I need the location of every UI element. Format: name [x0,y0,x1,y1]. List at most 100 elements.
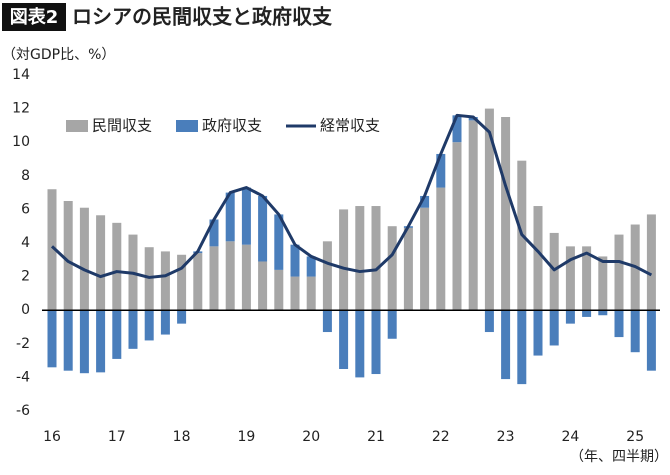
legend-swatch [176,120,198,132]
bar [177,254,187,311]
figure-label: 図表2 [10,6,59,28]
bar [63,310,73,371]
bar [646,214,656,311]
bar [96,215,106,311]
bar [47,310,57,368]
x-tick-label: 21 [367,429,385,445]
bar [371,206,381,311]
y-tick-label: 12 [12,101,30,117]
y-tick-label: 4 [21,235,30,251]
bar [258,261,268,311]
x-tick-label: 19 [237,429,255,445]
bar [484,310,494,333]
bar [614,310,624,338]
bar [144,310,154,341]
bar [533,206,543,311]
y-tick-label: 10 [12,134,30,150]
bar [565,246,575,311]
bar [501,310,511,380]
bar [565,310,575,324]
bar [403,227,413,311]
bar [225,192,235,242]
bar [614,234,624,311]
bar [306,276,316,311]
x-tick-label: 18 [173,429,191,445]
bar [387,226,397,311]
x-tick-label: 25 [626,429,644,445]
y-tick-label: 0 [21,302,30,318]
x-tick-label: 22 [432,429,450,445]
bar [290,244,300,277]
bar [322,241,332,311]
bar [177,310,187,324]
x-tick-label: 23 [497,429,515,445]
bar [128,310,138,349]
y-tick-label: -6 [16,403,30,419]
bar [452,142,462,311]
bar [160,251,170,311]
bar [225,241,235,311]
y-axis-label: （対GDP比、%） [2,47,115,63]
bar [96,310,106,373]
bar [630,310,640,353]
bar [322,310,332,333]
x-tick-label: 17 [108,429,126,445]
x-axis-label: （年、四半期） [570,449,668,465]
bar [193,253,203,311]
legend-label: 経常収支 [320,117,380,135]
bar [436,153,446,188]
bar [533,310,543,356]
line [50,113,653,279]
bar [306,256,316,277]
y-tick-label: 2 [21,269,30,285]
bar [79,207,89,311]
x-tick-label: 16 [43,429,61,445]
bar [209,246,219,311]
bar [598,310,608,316]
bar [112,310,122,359]
bar [387,310,397,339]
bar [484,108,494,311]
chart-title: ロシアの民間収支と政府収支 [72,5,333,29]
bar [290,276,300,311]
bar [549,310,559,346]
bar [274,214,284,270]
bar [258,195,268,262]
bar [209,219,219,247]
y-tick-label: 6 [21,201,30,217]
legend-label: 政府収支 [202,117,262,135]
bar [371,310,381,375]
bar [47,189,57,311]
x-tick-label: 24 [561,429,579,445]
x-tick-label: 20 [302,429,320,445]
bar [63,201,73,311]
y-tick-label: 8 [21,168,30,184]
bar [420,195,430,208]
bar [160,310,170,335]
bar [241,187,251,245]
bar [549,232,559,311]
bar [452,115,462,143]
bar [598,256,608,311]
y-tick-label: -4 [16,369,30,385]
bar [79,310,89,374]
y-tick-label: -2 [16,336,30,352]
figure-label-box [2,3,66,31]
bar [112,222,122,311]
bar [355,206,365,311]
bar [241,244,251,311]
y-tick-label: 14 [12,67,30,83]
bar [517,310,527,385]
bar [582,310,592,317]
legend-swatch [66,120,88,132]
bar [274,269,284,311]
bar [339,209,349,311]
bar [501,117,511,311]
legend-label: 民間収支 [92,117,152,135]
bar [646,310,656,371]
bar [468,120,478,311]
bar [355,310,365,378]
bar [339,310,349,369]
bar [582,246,592,311]
